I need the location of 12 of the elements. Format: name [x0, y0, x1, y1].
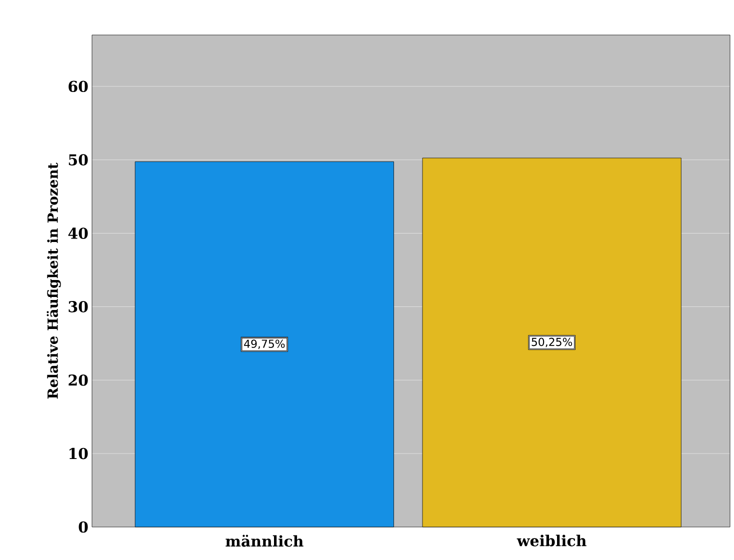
- y-tick-label: 50: [68, 154, 88, 166]
- x-tick-label: weiblich: [516, 534, 586, 546]
- y-axis-title: Relative Häufigkeit in Prozent: [46, 162, 61, 399]
- x-tick-label: männlich: [226, 534, 304, 547]
- y-tick-label: 60: [68, 80, 88, 92]
- y-tick-label: 40: [68, 228, 88, 239]
- data-label: 49,75%: [244, 340, 285, 350]
- y-tick-label: 20: [68, 374, 88, 386]
- data-label: 50,25%: [532, 338, 572, 348]
- y-tick-label: 10: [70, 448, 88, 460]
- y-tick-label: 30: [68, 301, 88, 312]
- y-tick-label: 0: [78, 521, 88, 533]
